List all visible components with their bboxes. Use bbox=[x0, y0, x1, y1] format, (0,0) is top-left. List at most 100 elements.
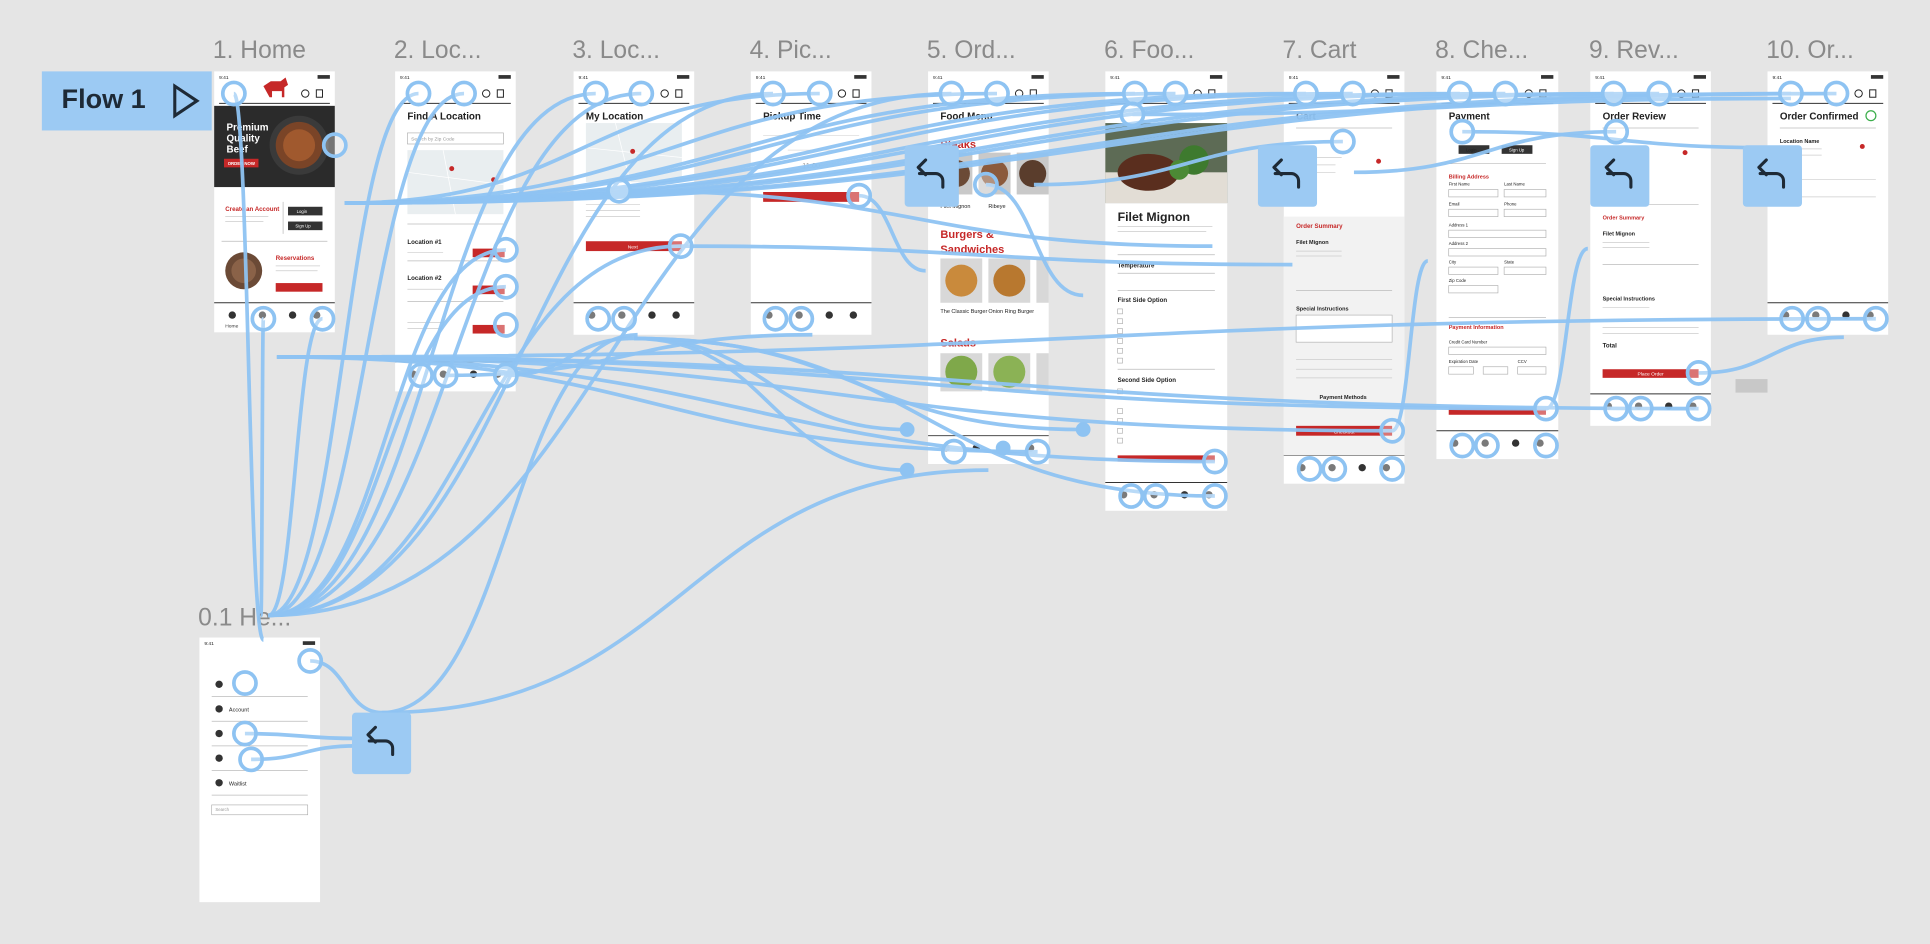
hotspot[interactable] bbox=[1646, 80, 1673, 107]
hotspot[interactable] bbox=[1293, 80, 1319, 107]
hotspot[interactable] bbox=[606, 177, 633, 204]
hotspot[interactable] bbox=[760, 80, 786, 107]
hotspot[interactable] bbox=[846, 182, 873, 209]
hotspot[interactable] bbox=[1201, 448, 1228, 475]
status-time: 9:41 bbox=[1441, 75, 1451, 81]
hotspot[interactable] bbox=[611, 305, 637, 332]
frame: 5. Ord... 9:41 Food Menu Steaks Filet Mignon… bbox=[927, 37, 1049, 464]
hotspot[interactable] bbox=[1685, 360, 1712, 386]
hotspot[interactable] bbox=[405, 80, 432, 107]
hotspot[interactable] bbox=[1823, 80, 1850, 107]
back-action[interactable] bbox=[1257, 145, 1318, 207]
ui-shape bbox=[1117, 408, 1123, 414]
back-action[interactable] bbox=[904, 145, 959, 207]
connection bbox=[633, 336, 1215, 498]
hotspot[interactable] bbox=[1492, 80, 1519, 107]
hotspot[interactable] bbox=[1329, 128, 1356, 155]
hotspot[interactable] bbox=[1321, 456, 1348, 482]
ui-text: Billing Address bbox=[1449, 175, 1489, 181]
hotspot[interactable] bbox=[1449, 432, 1476, 459]
status-icons bbox=[1541, 75, 1554, 79]
hotspot[interactable] bbox=[585, 305, 612, 332]
hotspot[interactable] bbox=[973, 171, 999, 198]
hotspot[interactable] bbox=[788, 305, 815, 332]
hotspot[interactable] bbox=[938, 80, 965, 107]
hotspot[interactable] bbox=[309, 305, 336, 332]
nav-icon bbox=[288, 311, 297, 319]
hotspot[interactable] bbox=[1142, 483, 1169, 509]
nav-icon bbox=[672, 311, 680, 319]
hotspot[interactable] bbox=[1162, 80, 1189, 107]
hotspot[interactable] bbox=[1533, 432, 1559, 459]
back-arrow-icon[interactable] bbox=[1272, 158, 1301, 189]
hotspot[interactable] bbox=[940, 438, 967, 465]
hotspot[interactable] bbox=[250, 305, 277, 332]
ui-text: Special Instructions bbox=[1603, 297, 1655, 303]
back-arrow-icon[interactable] bbox=[1757, 158, 1786, 189]
hotspot[interactable] bbox=[806, 80, 833, 107]
hotspot[interactable] bbox=[1339, 80, 1366, 107]
play-icon[interactable] bbox=[173, 83, 200, 119]
hotspot[interactable] bbox=[492, 236, 519, 263]
back-arrow-icon[interactable] bbox=[366, 725, 395, 756]
hotspot[interactable] bbox=[492, 312, 519, 338]
hotspot[interactable] bbox=[1446, 80, 1473, 107]
back-action[interactable] bbox=[1590, 145, 1650, 207]
hotspot[interactable] bbox=[232, 670, 258, 696]
hotspot[interactable] bbox=[1600, 80, 1627, 107]
hotspot[interactable] bbox=[1862, 305, 1889, 332]
hotspot[interactable] bbox=[1379, 456, 1406, 482]
hotspot[interactable] bbox=[1024, 438, 1051, 465]
hotspot[interactable] bbox=[1603, 395, 1630, 422]
hotspot[interactable] bbox=[238, 746, 265, 773]
back-action[interactable] bbox=[352, 712, 412, 775]
nav-icon bbox=[1812, 311, 1820, 319]
hotspot[interactable] bbox=[492, 273, 519, 300]
hotspot[interactable] bbox=[451, 80, 477, 107]
hotspot[interactable] bbox=[582, 80, 609, 107]
hotspot[interactable] bbox=[1201, 483, 1228, 509]
back-action[interactable] bbox=[1742, 145, 1802, 207]
hotspot[interactable] bbox=[1805, 305, 1831, 332]
back-arrow-icon[interactable] bbox=[1604, 158, 1633, 189]
hotspot[interactable] bbox=[1685, 395, 1712, 422]
flow-button[interactable]: Flow 1 bbox=[41, 71, 212, 131]
hotspot[interactable] bbox=[220, 80, 247, 107]
ui-text: First Name bbox=[1449, 182, 1471, 187]
hotspot[interactable] bbox=[1118, 483, 1145, 509]
hotspot[interactable] bbox=[432, 362, 459, 389]
hotspot[interactable] bbox=[232, 720, 258, 747]
hotspot[interactable] bbox=[297, 648, 324, 674]
hotspot[interactable] bbox=[762, 305, 789, 332]
hotspot[interactable] bbox=[1473, 432, 1500, 459]
hotspot[interactable] bbox=[492, 362, 519, 389]
ui-shape bbox=[407, 150, 504, 215]
hotspot[interactable] bbox=[628, 80, 655, 107]
hotspot[interactable] bbox=[1603, 118, 1630, 145]
hotspot[interactable] bbox=[667, 233, 694, 260]
nav-icon bbox=[258, 311, 267, 319]
flow-button-bg[interactable] bbox=[41, 71, 212, 131]
ui-shape bbox=[1036, 353, 1049, 392]
hotspot[interactable] bbox=[1777, 80, 1804, 107]
flow-label[interactable]: Flow 1 bbox=[62, 83, 146, 114]
hotspot[interactable] bbox=[1779, 305, 1806, 332]
hotspot[interactable] bbox=[1121, 80, 1148, 107]
hotspot[interactable] bbox=[1379, 417, 1406, 444]
hotspot[interactable] bbox=[1119, 101, 1146, 128]
connection bbox=[445, 332, 813, 378]
hotspot[interactable] bbox=[984, 80, 1010, 107]
back-arrow-icon[interactable] bbox=[916, 158, 945, 189]
ui-text: Reservations bbox=[276, 255, 315, 262]
hotspot[interactable] bbox=[1296, 456, 1323, 482]
ui-text: Burgers & bbox=[940, 229, 993, 241]
hotspot[interactable] bbox=[1627, 395, 1654, 422]
hotspot[interactable] bbox=[1449, 118, 1476, 145]
frame-label: 2. Loc... bbox=[394, 37, 482, 64]
frame-label: 0.1 He... bbox=[198, 605, 291, 632]
hotspot[interactable] bbox=[408, 362, 434, 389]
hotspot[interactable] bbox=[1533, 395, 1559, 422]
hotspot[interactable] bbox=[321, 132, 348, 159]
connections bbox=[232, 91, 1876, 762]
